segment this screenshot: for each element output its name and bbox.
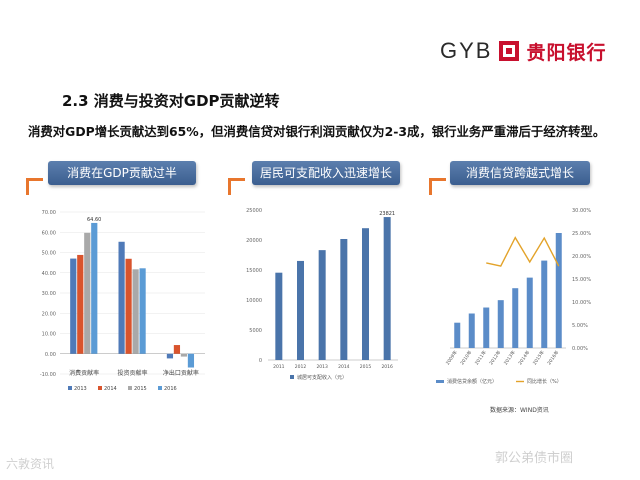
data-source: 数据来源：WIND资讯	[490, 407, 549, 414]
legend-label: 同比增长（%）	[527, 378, 562, 385]
credit-bar	[526, 277, 533, 348]
bar-2015	[180, 353, 188, 357]
legend-swatch	[68, 386, 72, 390]
income-bar	[275, 272, 283, 360]
y2-tick-label: 0.00%	[572, 346, 588, 352]
x-tick-label: 2011	[273, 364, 285, 370]
y2-tick-label: 5.00%	[572, 323, 588, 329]
panel-2-bracket	[228, 178, 245, 195]
x-tick-label: 2010年	[459, 349, 474, 366]
data-label: 64.60	[87, 217, 101, 223]
y-tick-label: 60.00	[42, 230, 56, 236]
legend-swatch	[436, 380, 444, 383]
credit-bar	[454, 322, 461, 348]
x-tick-label: 2016	[381, 364, 393, 370]
bar-2013	[70, 258, 77, 354]
x-tick-label: 消费贡献率	[69, 369, 99, 377]
y-tick-label: 50.00	[42, 251, 56, 257]
credit-bar	[497, 300, 504, 348]
logo-text: GYB	[440, 38, 493, 63]
y-tick-label: 5000	[249, 328, 262, 334]
consumption-contribution-chart: -10.00 0.00 10.00 20.00 30.00 40.00 50.00 60.00…	[40, 210, 205, 392]
x-tick-label: 2014年	[517, 349, 532, 366]
y-tick-label: 20.00	[42, 311, 56, 317]
legend-label: 2013	[74, 386, 87, 392]
y2-tick-label: 20.00%	[572, 254, 591, 260]
legend-label: 2014	[104, 386, 117, 392]
y-tick-label: 40.00	[42, 271, 56, 277]
y2-tick-label: 30.00%	[572, 208, 591, 214]
bar-2014	[173, 345, 181, 354]
y-tick-label: 25000	[246, 208, 262, 214]
x-tick-label: 2016年	[546, 349, 561, 366]
y-tick-label: 10.00	[42, 332, 56, 338]
bar-2014	[77, 254, 84, 354]
bar-2013	[166, 353, 174, 359]
x-tick-label: 2015年	[531, 349, 546, 366]
consumer-credit-chart: 0.00% 5.00% 10.00% 15.00% 20.00% 25.00% 30.00%…	[436, 208, 591, 385]
data-label: 23821	[379, 211, 395, 217]
bar-2016	[187, 353, 195, 368]
y2-tick-label: 10.00%	[572, 300, 591, 306]
legend-swatch	[128, 386, 132, 390]
section-title: 2.3 消费与投资对GDP贡献逆转	[62, 92, 280, 110]
income-bar	[383, 217, 391, 360]
panel-1-title: 消费在GDP贡献过半	[48, 161, 196, 185]
y-tick-label: 0.00	[45, 352, 56, 358]
credit-bar	[541, 260, 548, 348]
x-tick-label: 2012年	[488, 349, 503, 366]
panel-1-bracket	[26, 178, 43, 195]
x-tick-label: 2015	[360, 364, 372, 370]
growth-line	[486, 236, 560, 267]
panel-3-title: 消费信贷跨越式增长	[450, 161, 590, 185]
credit-bar	[483, 307, 490, 348]
legend-label: 城居可支配收入（元）	[297, 374, 347, 381]
x-tick-label: 2013	[316, 364, 328, 370]
income-bar	[318, 250, 326, 360]
legend-label: 2015	[134, 386, 147, 392]
bar-2016	[139, 268, 146, 354]
bank-emblem-icon	[499, 41, 520, 61]
credit-bar	[512, 288, 519, 348]
panel-2-title: 居民可支配收入迅速增长	[252, 161, 400, 185]
y2-tick-label: 25.00%	[572, 231, 591, 237]
x-tick-label: 2009年	[444, 349, 459, 366]
credit-bar	[555, 233, 562, 348]
x-tick-label: 2013年	[502, 349, 517, 366]
income-bar	[297, 260, 304, 360]
watermark-right: 郭公弟债市圈	[495, 451, 574, 466]
y-tick-label: 70.00	[42, 210, 56, 216]
y2-tick-label: 15.00%	[572, 277, 591, 283]
bar-2015	[132, 269, 139, 354]
bar-2013	[118, 241, 125, 354]
y-tick-label: 30.00	[42, 291, 56, 297]
income-bar	[340, 238, 348, 360]
legend-swatch	[98, 386, 102, 390]
income-growth-chart: 0 5000 10000 15000 20000 25000 2011 2012 2013 201…	[246, 208, 398, 381]
bank-name: 贵阳银行	[526, 41, 607, 64]
x-tick-label: 2012	[295, 364, 307, 370]
x-tick-label: 2014	[338, 364, 350, 370]
y-tick-label: 15000	[246, 268, 262, 274]
bar-2014	[125, 258, 132, 354]
bank-logo: GYB 贵阳银行	[440, 36, 606, 66]
legend-label: 消费信贷余额（亿元）	[447, 378, 497, 385]
y-tick-label: 10000	[246, 298, 262, 304]
panel-3-bracket	[429, 178, 446, 195]
bar-2015	[84, 232, 91, 354]
credit-bar	[468, 313, 475, 348]
legend-swatch	[290, 375, 294, 379]
y-tick-label: 0	[259, 358, 262, 364]
x-tick-label: 2011年	[473, 349, 488, 366]
x-tick-label: 净出口贡献率	[163, 369, 199, 377]
income-bar	[362, 228, 369, 360]
legend-label: 2016	[164, 386, 177, 392]
x-tick-label: 投资贡献率	[117, 369, 147, 377]
y-tick-label: 20000	[246, 238, 262, 244]
slide-subtitle: 消费对GDP增长贡献达到65%，但消费信贷对银行利润贡献仅为2-3成，银行业务严…	[28, 124, 606, 139]
bar-2016	[91, 222, 98, 354]
watermark-left: 六敦资讯	[6, 457, 55, 471]
legend-swatch	[158, 386, 162, 390]
y-tick-label: -10.00	[40, 372, 56, 378]
